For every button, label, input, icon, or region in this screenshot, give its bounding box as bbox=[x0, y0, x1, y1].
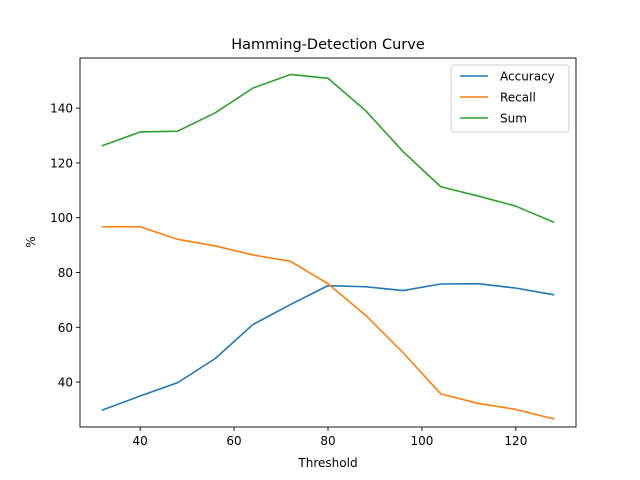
legend-label-accuracy: Accuracy bbox=[500, 70, 555, 84]
y-tick-label: 60 bbox=[58, 321, 73, 335]
legend-box bbox=[450, 64, 570, 133]
y-axis: 40 60 80 100 120 140 bbox=[50, 102, 80, 390]
x-axis: 40 60 80 100 120 bbox=[132, 427, 527, 448]
series-line-recall bbox=[101, 225, 555, 420]
legend-label-sum: Sum bbox=[500, 112, 527, 126]
x-tick-label: 120 bbox=[504, 434, 527, 448]
legend: Accuracy Recall Sum bbox=[450, 64, 570, 133]
y-axis-label: % bbox=[24, 236, 38, 247]
y-tick-label: 80 bbox=[58, 266, 73, 280]
x-axis-label: Threshold bbox=[297, 456, 357, 470]
x-tick-label: 60 bbox=[226, 434, 241, 448]
y-tick-label: 140 bbox=[50, 102, 73, 116]
series-line-accuracy bbox=[101, 282, 555, 412]
x-tick-label: 100 bbox=[410, 434, 433, 448]
y-tick-label: 100 bbox=[50, 211, 73, 225]
x-tick-label: 80 bbox=[320, 434, 335, 448]
legend-label-recall: Recall bbox=[500, 91, 536, 105]
chart-title: Hamming-Detection Curve bbox=[231, 37, 425, 53]
y-tick-label: 40 bbox=[58, 376, 73, 390]
series-line-sum bbox=[101, 73, 555, 224]
x-tick-label: 40 bbox=[132, 434, 147, 448]
y-tick-label: 120 bbox=[50, 156, 73, 170]
